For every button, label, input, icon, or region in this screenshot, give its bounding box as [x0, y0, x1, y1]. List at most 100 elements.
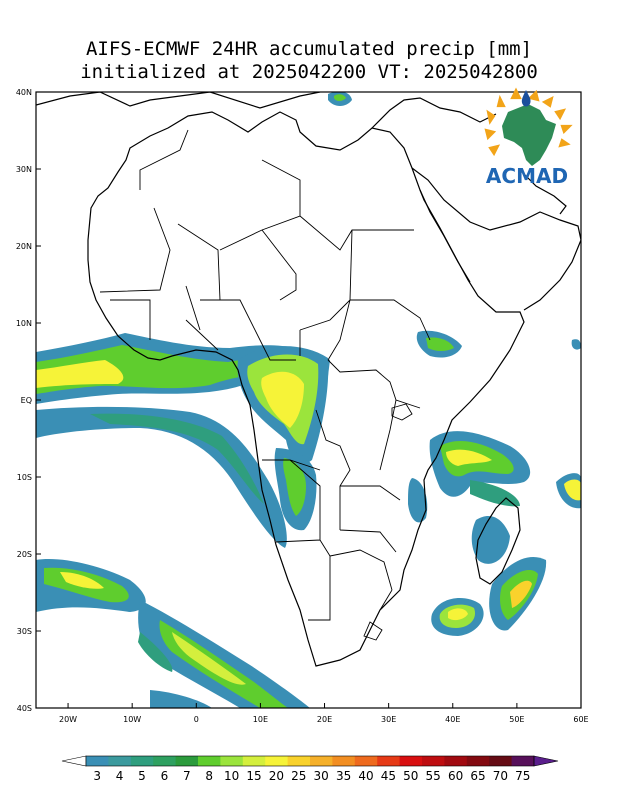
precip-madagascar [471, 515, 510, 564]
precip-south-madagascar-high [448, 608, 468, 621]
legend-label: 50 [403, 769, 418, 783]
precip-se-indian-high [510, 580, 532, 608]
legend-swatch [242, 756, 266, 766]
lon-label: 60E [573, 715, 588, 724]
legend-label: 65 [470, 769, 485, 783]
precip-north-med-core [334, 94, 346, 101]
legend-frame [85, 755, 535, 767]
lat-label: 30N [16, 165, 32, 174]
legend-swatch [175, 756, 199, 766]
legend-low-arrow [61, 755, 87, 767]
legend-label: 5 [138, 769, 146, 783]
legend-label: 60 [448, 769, 463, 783]
arabia-coastline [411, 167, 581, 311]
legend-swatch [377, 756, 400, 766]
lon-label: 50E [509, 715, 524, 724]
logo-sunburst [484, 87, 573, 157]
legend-swatch [444, 756, 468, 766]
precip-ne-madagascar [470, 480, 520, 507]
legend-swatch [310, 756, 333, 766]
lon-label: 10E [253, 715, 268, 724]
legend-swatch [153, 756, 176, 766]
legend-label: 25 [291, 769, 306, 783]
legend-label: 10 [224, 769, 239, 783]
precip-shading [36, 92, 581, 708]
precip-angola-core [283, 458, 306, 516]
precip-e-edge [571, 339, 581, 350]
legend-swatch [86, 756, 109, 766]
legend-swatch [422, 756, 445, 766]
precip-band-atlantic-high [36, 360, 124, 388]
lat-label: 10S [17, 473, 32, 482]
legend-label: 55 [426, 769, 441, 783]
lon-label: 20W [59, 715, 77, 724]
precip-ethiopia-core [426, 337, 454, 351]
plot-subtitle: initialized at 2025042200 VT: 2025042800 [80, 61, 538, 83]
precip-sw-atlantic-core [90, 413, 264, 504]
logo-text: ACMAD [486, 164, 568, 188]
legend-swatch [354, 756, 378, 766]
lon-label: 10W [123, 715, 141, 724]
border-lines [99, 129, 431, 641]
lat-label: 20N [16, 242, 32, 251]
lon-label: 0 [194, 715, 199, 724]
legend-swatch [332, 756, 356, 766]
legend-swatch [287, 756, 311, 766]
precip-indian-ocean-high [446, 449, 492, 466]
legend-swatch [108, 756, 132, 766]
precip-southern-front-high [172, 632, 246, 685]
color-legend: 3 4 5 6 7 8 10 15 20 25 30 35 40 45 50 55 60 65 70 75 [61, 755, 559, 783]
acmad-logo: ACMAD [484, 87, 573, 188]
legend-label: 4 [116, 769, 124, 783]
persian-gulf [519, 169, 567, 215]
precip-south-atlantic-high [60, 572, 104, 589]
legend-high-arrow [533, 755, 559, 767]
europe-coastline [36, 92, 321, 109]
lon-label: 40E [445, 715, 460, 724]
legend-label: 75 [515, 769, 530, 783]
precip-congo-high [261, 371, 304, 428]
legend-swatch [466, 756, 490, 766]
legend-swatch [265, 756, 288, 766]
legend-label: 40 [358, 769, 373, 783]
legend-label: 70 [493, 769, 508, 783]
legend-swatch [130, 756, 154, 766]
lake-victoria [391, 403, 413, 421]
lat-label: 10N [16, 319, 32, 328]
legend-label: 35 [336, 769, 351, 783]
legend-label: 7 [183, 769, 191, 783]
legend-label: 6 [161, 769, 169, 783]
longitude-labels: 20W 10W 0 10E 20E 30E 40E 50E 60E [59, 703, 589, 724]
africa-coastline [87, 111, 525, 667]
lon-label: 30E [381, 715, 396, 724]
precip-moz-channel [408, 478, 428, 523]
precip-southern-front-core [159, 620, 288, 708]
lat-label: EQ [21, 396, 32, 405]
country-borders [99, 129, 431, 641]
legend-swatch [220, 756, 244, 766]
precip-lower-left [138, 632, 173, 672]
lat-label: 30S [17, 627, 32, 636]
lat-label: 40S [17, 704, 32, 713]
precip-far-east-core [564, 479, 581, 501]
lat-label: 20S [17, 550, 32, 559]
plot-title: AIFS-ECMWF 24HR accumulated precip [mm] [85, 38, 533, 60]
madagascar-coastline [475, 497, 521, 585]
legend-label: 45 [381, 769, 396, 783]
lat-label: 40N [16, 88, 32, 97]
eastern-med-coastline [371, 97, 497, 129]
legend-label: 20 [269, 769, 284, 783]
legend-label: 15 [246, 769, 261, 783]
latitude-labels: 40N 30N 20N 10N EQ 10S 20S 30S 40S [16, 88, 41, 713]
legend-label: 3 [93, 769, 101, 783]
legend-swatch [198, 756, 221, 766]
legend-label: 8 [205, 769, 213, 783]
legend-swatch [399, 756, 423, 766]
precip-sw-corner [150, 690, 212, 708]
legend-swatch [511, 756, 535, 766]
legend-swatch [489, 756, 512, 766]
logo-droplet [521, 90, 531, 107]
lon-label: 20E [317, 715, 332, 724]
